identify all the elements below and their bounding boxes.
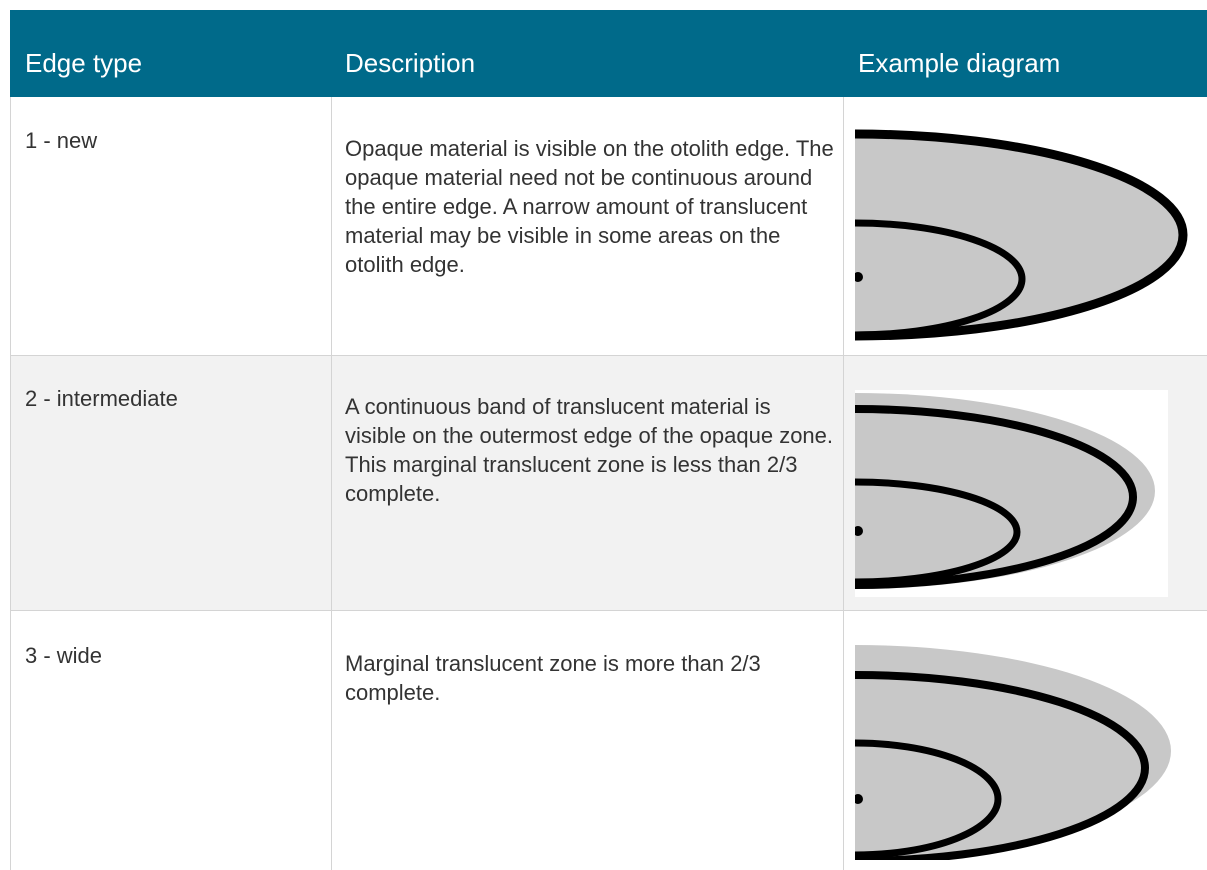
diagram-intermediate xyxy=(855,390,1168,597)
diagram-new xyxy=(855,129,1188,341)
border xyxy=(331,97,332,870)
description: Opaque material is visible on the otolit… xyxy=(345,136,834,277)
table-header xyxy=(10,10,1207,97)
description: A continuous band of translucent materia… xyxy=(345,394,834,506)
edge-type: 1 - new xyxy=(25,128,98,153)
diagram-wide xyxy=(855,645,1171,860)
border xyxy=(843,97,844,870)
description: Marginal translucent zone is more than 2… xyxy=(345,651,761,705)
header-cell: Description xyxy=(345,48,476,78)
border xyxy=(10,97,11,870)
edge-type: 3 - wide xyxy=(25,643,103,668)
header-cell: Edge type xyxy=(25,48,143,78)
edge-type: 2 - intermediate xyxy=(25,386,178,411)
header-cell: Example diagram xyxy=(858,48,1061,78)
